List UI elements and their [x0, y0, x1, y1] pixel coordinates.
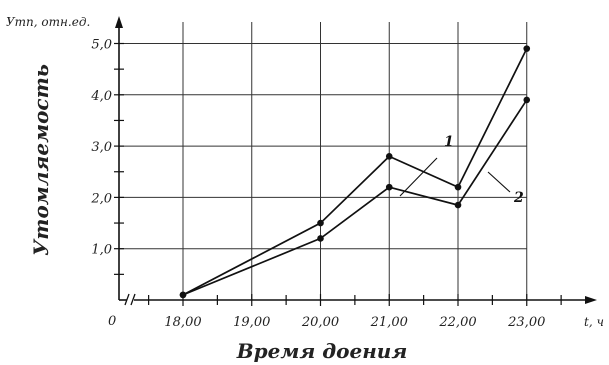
data-point-1 — [523, 45, 531, 52]
y-tick-label: 2,0 — [90, 191, 112, 206]
data-point-2 — [454, 201, 462, 209]
x-tick-label: 22,00 — [438, 315, 476, 330]
x-axis-arrow — [585, 296, 597, 304]
series-group: 12 — [179, 45, 531, 299]
y-tick-label: 4,0 — [90, 89, 112, 104]
series-label-leader-2 — [487, 171, 511, 193]
x-axis-unit: t, ч — [584, 315, 604, 329]
x-tick-label: 20,00 — [301, 315, 339, 330]
tick-labels: 18,00 19,00 20,00 21,00 22,00 23,00 1,0 2,0 3,0 4… — [90, 38, 545, 331]
y-axis-unit: Утп, отн.ед. — [6, 15, 90, 29]
y-tick-label: 1,0 — [91, 243, 112, 258]
data-point-2 — [179, 291, 187, 299]
grid — [119, 22, 528, 300]
y-axis-arrow — [115, 16, 123, 28]
tick-marks — [114, 42, 562, 306]
data-point-1 — [385, 153, 393, 160]
data-point-2 — [317, 235, 324, 242]
origin-label: 0 — [108, 314, 116, 329]
y-tick-label: 5,0 — [91, 38, 112, 53]
data-point-2 — [385, 183, 393, 191]
data-point-2 — [523, 96, 531, 104]
data-point-1 — [317, 219, 324, 227]
axes — [115, 16, 597, 306]
x-tick-label: 18,00 — [164, 315, 201, 330]
series-label-1: 1 — [444, 134, 454, 150]
x-axis-title: Время доения — [236, 339, 408, 363]
x-tick-label: 21,00 — [370, 315, 408, 330]
data-point-1 — [454, 183, 462, 191]
x-axis-break — [124, 293, 136, 306]
x-tick-label: 19,00 — [233, 315, 270, 330]
y-axis-title: Утомляемость — [29, 64, 53, 256]
series-label-leader-1 — [399, 157, 438, 197]
series-line-1 — [182, 48, 528, 296]
y-tick-label: 3,0 — [91, 140, 112, 155]
series-label-2: 2 — [513, 190, 524, 206]
x-tick-label: 23,00 — [507, 315, 545, 330]
